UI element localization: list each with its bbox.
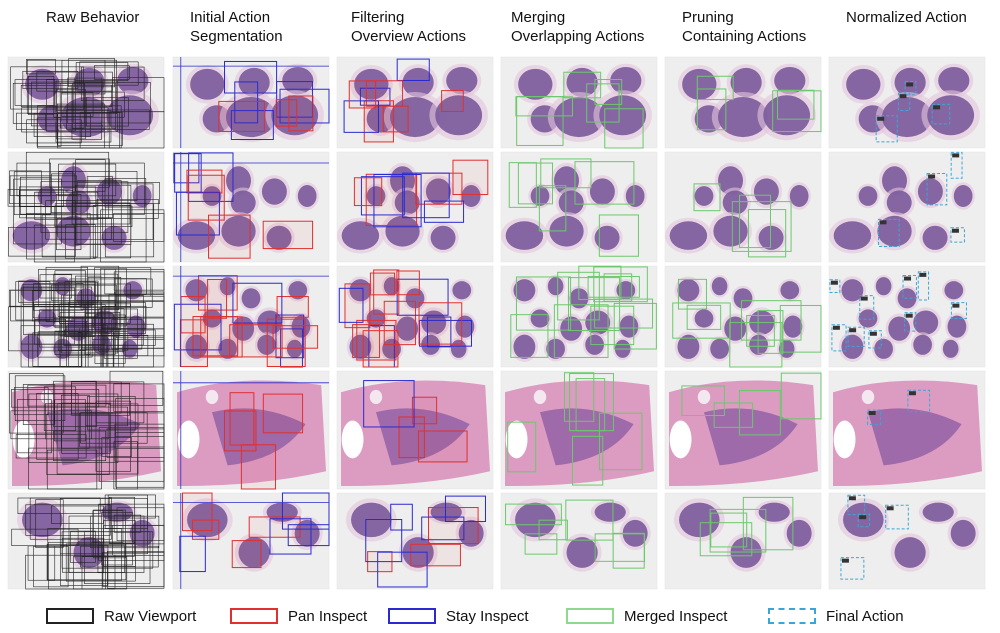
legend-item-merged-inspect: Merged Inspect bbox=[566, 604, 727, 628]
col-title-normalized-action: Normalized Action bbox=[846, 8, 967, 27]
panel-r1-c6 bbox=[828, 56, 986, 149]
col-title-line: Overview Actions bbox=[351, 28, 467, 45]
legend-item-final-action: Final Action bbox=[768, 604, 904, 628]
panel-r4-c4 bbox=[500, 370, 658, 490]
panel-r4-c3 bbox=[336, 370, 494, 490]
panel-r2-c5 bbox=[664, 151, 822, 263]
col-title-line: Segmentation bbox=[190, 28, 283, 45]
legend-label: Final Action bbox=[826, 607, 904, 625]
panel-r1-c4 bbox=[500, 56, 658, 149]
panel-r1-c3 bbox=[336, 56, 494, 149]
legend-swatch-raw-viewport bbox=[46, 608, 94, 624]
panel-r4-c5 bbox=[664, 370, 822, 490]
col-title-line: Initial Action bbox=[190, 9, 271, 26]
col-title-initial-action-segmentation: Initial Action Segmentation bbox=[190, 8, 283, 46]
legend-label: Raw Viewport bbox=[104, 607, 197, 625]
legend-swatch-pan-inspect bbox=[230, 608, 278, 624]
col-title-filtering-overview-actions: Filtering Overview Actions bbox=[351, 8, 466, 46]
col-title-line: Filtering bbox=[351, 9, 405, 26]
panel-r4-c1 bbox=[7, 370, 165, 490]
panel-r3-c6 bbox=[828, 265, 986, 368]
panel-r4-c6 bbox=[828, 370, 986, 490]
col-title-line: Raw Behavior bbox=[46, 9, 140, 26]
panel-r2-c3 bbox=[336, 151, 494, 263]
col-title-merging-overlapping-actions: Merging Overlapping Actions bbox=[511, 8, 644, 46]
panel-r2-c6 bbox=[828, 151, 986, 263]
col-title-line: Overlapping Actions bbox=[511, 28, 645, 45]
panel-r5-c1 bbox=[7, 492, 165, 590]
panel-r5-c4 bbox=[500, 492, 658, 590]
col-title-line: Merging bbox=[511, 9, 566, 26]
legend-item-raw-viewport: Raw Viewport bbox=[46, 604, 196, 628]
legend-label: Stay Inspect bbox=[446, 607, 529, 625]
col-title-pruning-containing-actions: Pruning Containing Actions bbox=[682, 8, 806, 46]
legend-item-stay-inspect: Stay Inspect bbox=[388, 604, 529, 628]
legend-item-pan-inspect: Pan Inspect bbox=[230, 604, 367, 628]
legend-label: Merged Inspect bbox=[624, 607, 728, 625]
panel-r2-c4 bbox=[500, 151, 658, 263]
col-title-line: Containing Actions bbox=[682, 28, 807, 45]
legend: Raw Viewport Pan Inspect Stay Inspect Me… bbox=[0, 604, 1000, 630]
panel-r3-c3 bbox=[336, 265, 494, 368]
col-title-raw-behavior: Raw Behavior bbox=[46, 8, 139, 27]
legend-label: Pan Inspect bbox=[288, 607, 368, 625]
col-title-line: Normalized Action bbox=[846, 9, 967, 26]
panel-r1-c5 bbox=[664, 56, 822, 149]
legend-swatch-merged-inspect bbox=[566, 608, 614, 624]
legend-swatch-final-action bbox=[768, 608, 816, 624]
col-title-line: Pruning bbox=[682, 9, 734, 26]
panel-r5-c6 bbox=[828, 492, 986, 590]
legend-swatch-stay-inspect bbox=[388, 608, 436, 624]
panel-r2-c2 bbox=[172, 151, 330, 263]
